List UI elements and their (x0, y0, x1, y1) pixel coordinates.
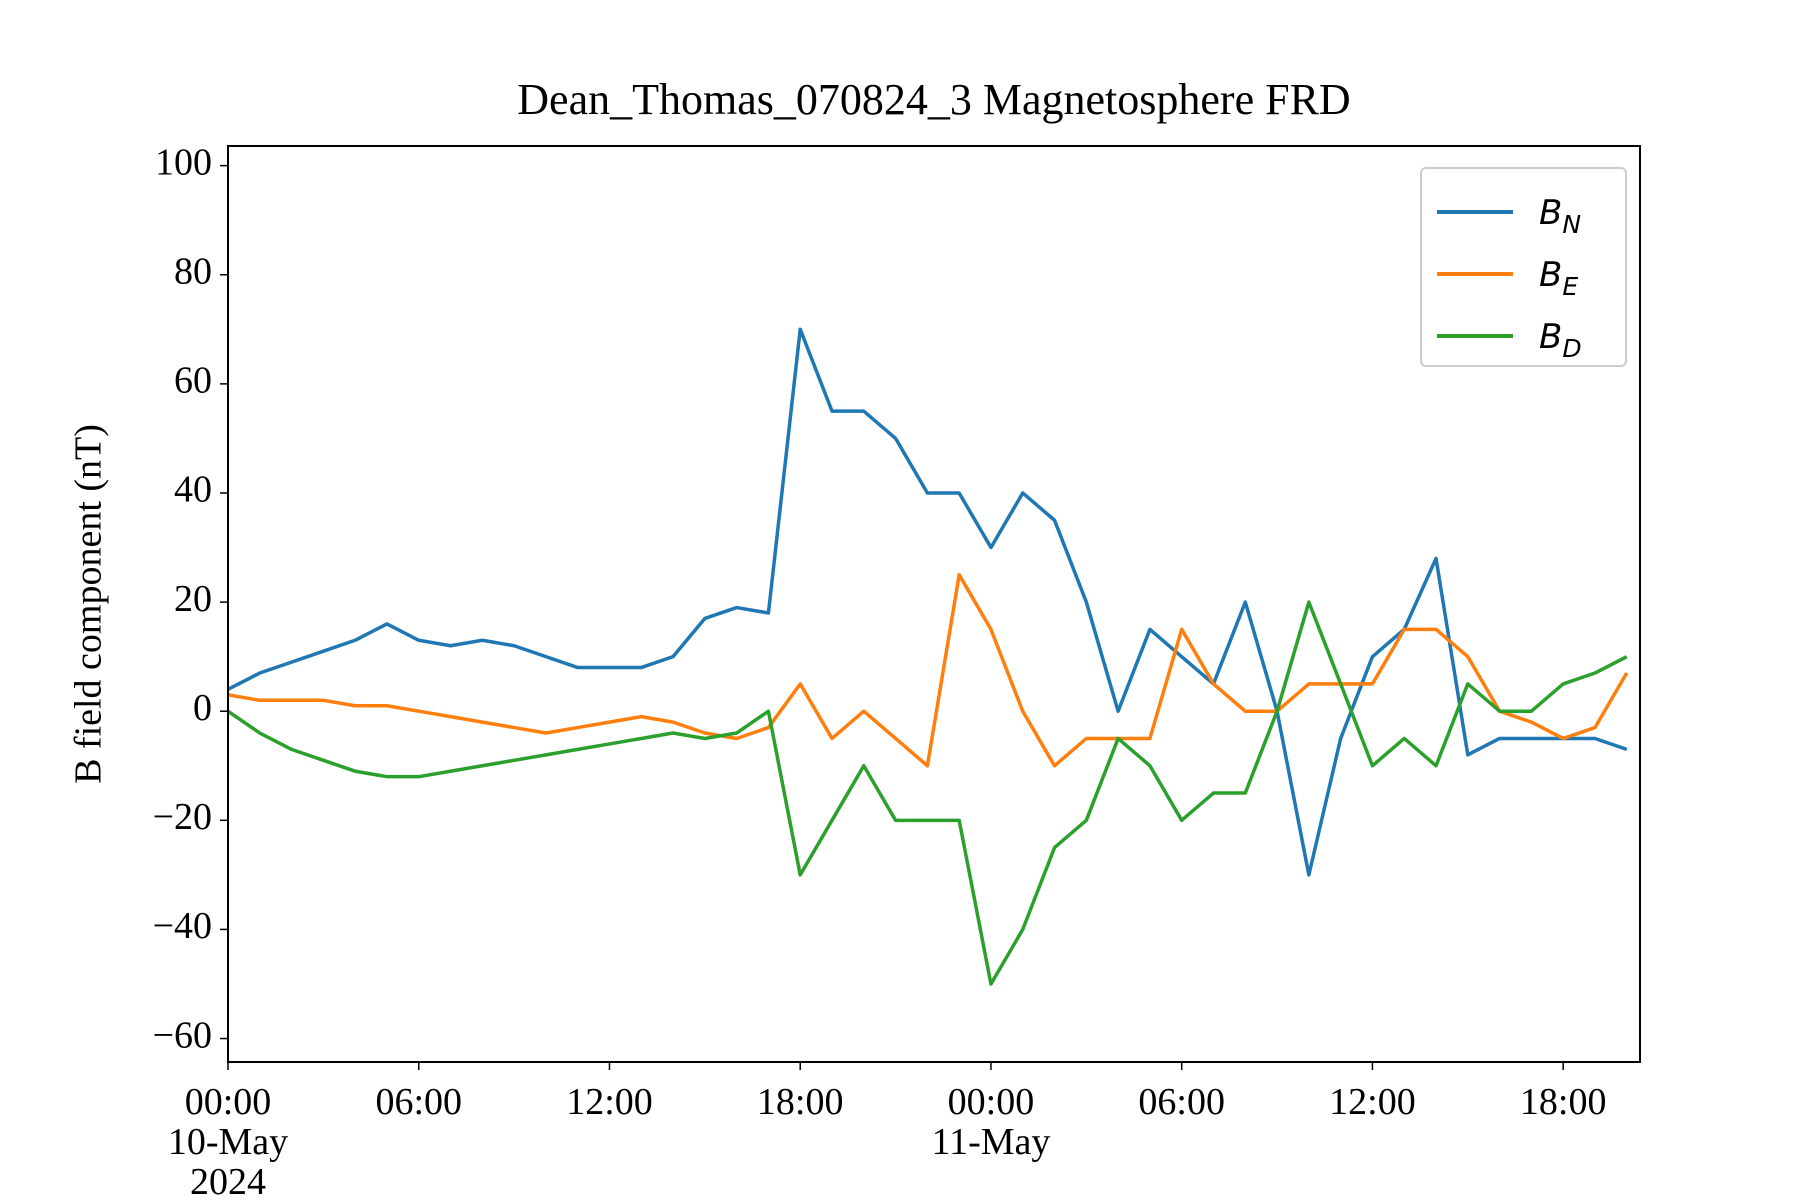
x-tick-label: 18:00 (1519, 1081, 1607, 1123)
y-tick-label: −40 (153, 905, 212, 947)
y-tick-label: 100 (155, 141, 212, 183)
y-tick-label: 40 (174, 469, 212, 511)
legend-box (1420, 167, 1627, 367)
x-tick-label: 00:00 10-May 2024 (167, 1081, 289, 1200)
chart-title: Dean_Thomas_070824_3 Magnetosphere FRD (517, 75, 1350, 124)
y-tick-label: 20 (174, 578, 212, 620)
series-line (228, 573, 1629, 768)
y-axis-label: B field component (nT) (68, 424, 110, 784)
axes-frame (227, 145, 1641, 1063)
y-tick-label: 60 (174, 360, 212, 402)
y-tick-label: −60 (153, 1014, 212, 1056)
x-tick-label: 06:00 (1138, 1081, 1225, 1123)
plot-area (228, 327, 1629, 986)
x-tick-label: 12:00 (566, 1081, 653, 1123)
series-line (228, 327, 1628, 877)
x-tick-label: 18:00 (756, 1081, 844, 1123)
y-tick-label: −20 (153, 796, 212, 838)
y-tick-label: 80 (174, 250, 212, 292)
x-tick-label: 12:00 (1329, 1081, 1416, 1123)
x-tick-label: 00:00 11-May (931, 1081, 1051, 1163)
x-tick-label: 06:00 (375, 1081, 463, 1123)
y-tick-label: 0 (193, 687, 212, 729)
series-line (228, 600, 1628, 986)
